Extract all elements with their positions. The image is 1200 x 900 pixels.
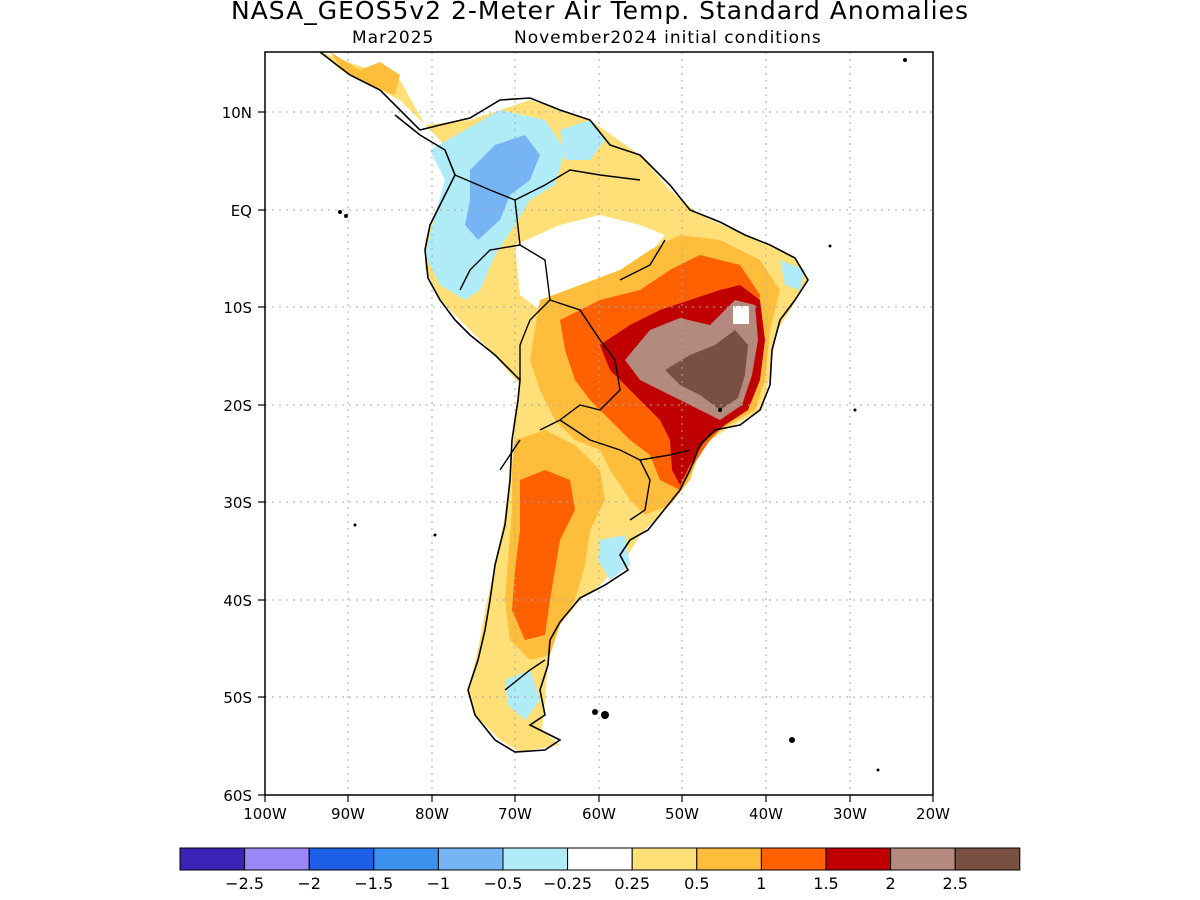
- lon-label: 30W: [833, 805, 867, 823]
- colorbar-label: −1.5: [354, 874, 393, 893]
- colorbar-swatch: [696, 847, 762, 871]
- colorbar-swatch: [308, 847, 375, 871]
- colorbar: −2.5 −2 −1.5 −1 −0.5 −0.25 0.25 0.5 1 1.5 2 2.5: [179, 847, 1021, 893]
- colorbar-label: 0.25: [614, 874, 650, 893]
- colorbar-swatch: [179, 847, 246, 871]
- colorbar-swatch: [760, 847, 827, 871]
- lon-label: 40W: [749, 805, 783, 823]
- colorbar-swatch: [631, 847, 698, 871]
- cool-core-colombia: [465, 135, 540, 240]
- colorbar-label: −0.5: [484, 874, 523, 893]
- lat-label: 10N: [222, 104, 252, 122]
- colorbar-label: 2.5: [942, 874, 967, 893]
- lon-label: 100W: [243, 805, 287, 823]
- islands: [338, 58, 907, 772]
- peak-warm-region: [665, 330, 748, 410]
- strong-warm-region-argentina: [512, 470, 575, 640]
- anomaly-field: [320, 52, 808, 752]
- near-normal-region: [515, 215, 665, 315]
- colorbar-label: 2: [886, 874, 896, 893]
- colorbar-swatch: [567, 847, 633, 871]
- colorbar-swatch: [825, 847, 892, 871]
- map-title: NASA_GEOS5v2 2-Meter Air Temp. Standard …: [231, 0, 969, 25]
- lon-label: 50W: [665, 805, 699, 823]
- longitude-labels: 100W 90W 80W 70W 60W 50W 40W 30W 20W: [243, 805, 950, 823]
- lat-label: 50S: [223, 689, 252, 707]
- map-area: [265, 52, 933, 795]
- country-borders: [454, 169, 691, 691]
- colorbar-label: −1: [427, 874, 451, 893]
- missing-data-cell: [733, 306, 749, 324]
- initial-conditions: November2024 initial conditions: [514, 28, 822, 48]
- lon-label: 20W: [916, 805, 950, 823]
- lon-label: 80W: [415, 805, 449, 823]
- cool-region-guiana: [560, 120, 605, 160]
- lat-label: 40S: [223, 592, 252, 610]
- colorbar-label: −2: [297, 874, 321, 893]
- colorbar-swatch: [890, 847, 956, 871]
- forecast-month: Mar2025: [352, 28, 435, 48]
- colorbar-swatch: [437, 847, 504, 871]
- lat-label: 60S: [223, 787, 252, 805]
- lat-label: EQ: [231, 202, 252, 220]
- latitude-labels: 10N EQ 10S 20S 30S 40S 50S 60S: [222, 104, 252, 805]
- lat-label: 30S: [223, 494, 252, 512]
- colorbar-swatch: [502, 847, 569, 871]
- lat-label: 10S: [223, 299, 252, 317]
- lat-label: 20S: [223, 397, 252, 415]
- colorbar-swatch: [373, 847, 439, 871]
- cool-region-patagonia: [598, 535, 630, 580]
- warm-region-central-america: [330, 52, 400, 95]
- lon-label: 60W: [582, 805, 616, 823]
- colorbar-label: 1.5: [813, 874, 838, 893]
- colorbar-label: −0.25: [543, 874, 592, 893]
- coastline: [319, 52, 809, 753]
- axis-ticks: [258, 111, 934, 802]
- cool-region-ne: [780, 260, 805, 290]
- lon-label: 70W: [498, 805, 532, 823]
- colorbar-swatch: [954, 847, 1021, 871]
- colorbar-label: −2.5: [225, 874, 264, 893]
- colorbar-label: 1: [756, 874, 766, 893]
- colorbar-label: 0.5: [684, 874, 709, 893]
- colorbar-swatch: [244, 847, 310, 871]
- lon-label: 90W: [331, 805, 365, 823]
